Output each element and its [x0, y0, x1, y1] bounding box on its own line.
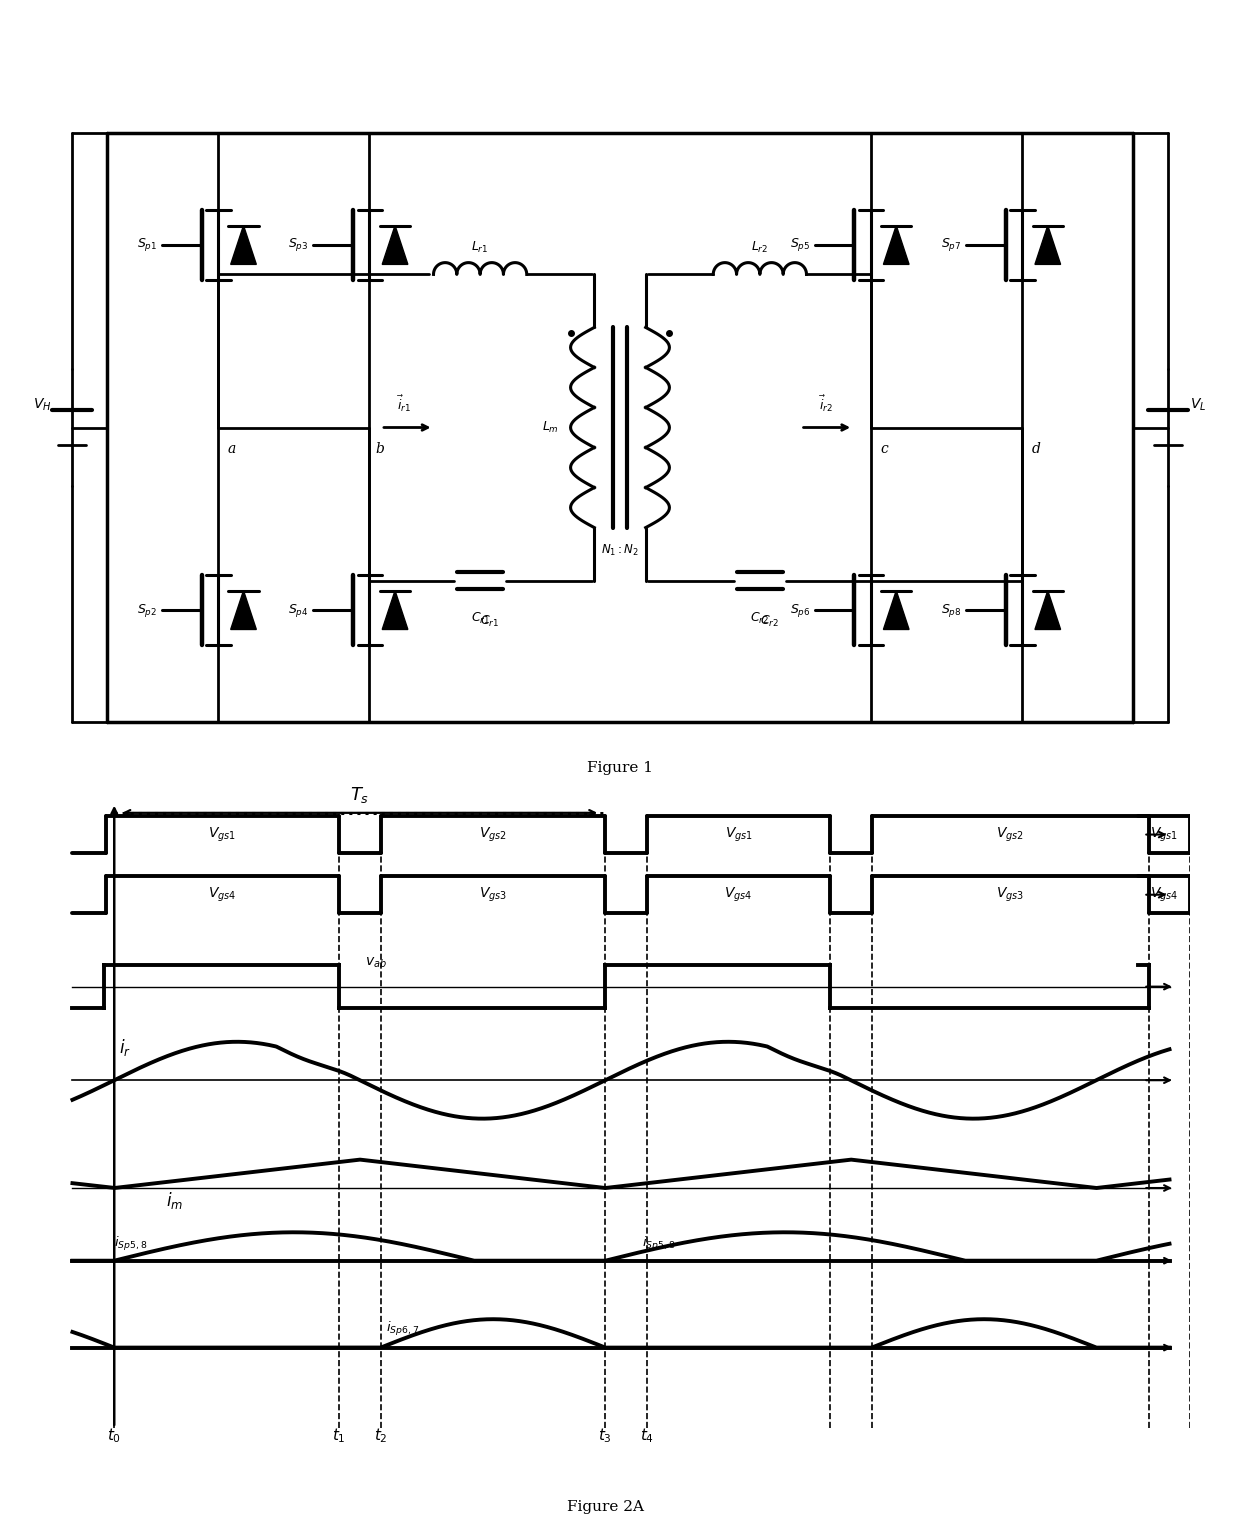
- Text: $t_0$: $t_0$: [107, 1427, 122, 1445]
- Text: d: d: [1032, 442, 1040, 456]
- Text: $V_{gs1}$: $V_{gs1}$: [724, 825, 753, 844]
- Text: $\vec{i}_{r1}$: $\vec{i}_{r1}$: [397, 393, 412, 413]
- Text: $S_{p4}$: $S_{p4}$: [289, 602, 309, 619]
- Text: $C_{r1}$: $C_{r1}$: [471, 611, 490, 626]
- Text: $V_{gs2}$: $V_{gs2}$: [996, 825, 1024, 844]
- Text: $i_r$: $i_r$: [119, 1038, 131, 1058]
- Text: $S_{p3}$: $S_{p3}$: [289, 236, 309, 254]
- Polygon shape: [382, 591, 408, 629]
- Text: $V_L$: $V_L$: [1190, 397, 1207, 413]
- Text: $C_{r2}$: $C_{r2}$: [750, 611, 769, 626]
- Text: a: a: [227, 442, 236, 456]
- Polygon shape: [1035, 591, 1060, 629]
- Text: Figure 1: Figure 1: [587, 761, 653, 775]
- Text: $S_{p7}$: $S_{p7}$: [941, 236, 961, 254]
- Text: $t_1$: $t_1$: [332, 1427, 346, 1445]
- Text: $v_{ab}$: $v_{ab}$: [365, 955, 387, 971]
- Text: $V_{gs3}$: $V_{gs3}$: [479, 885, 507, 903]
- Polygon shape: [883, 225, 909, 265]
- Text: $S_{p1}$: $S_{p1}$: [138, 236, 157, 254]
- Text: $i_{Sp6,7}$: $i_{Sp6,7}$: [386, 1320, 419, 1338]
- Polygon shape: [231, 591, 257, 629]
- Text: $V_{gs2}$: $V_{gs2}$: [479, 825, 507, 844]
- Text: $S_{p6}$: $S_{p6}$: [790, 602, 810, 619]
- Text: $V_{gs1}$: $V_{gs1}$: [208, 825, 237, 844]
- Text: $N_1{:}N_2$: $N_1{:}N_2$: [601, 542, 639, 557]
- Text: c: c: [880, 442, 888, 456]
- Text: $i_{Sp5,8}$: $i_{Sp5,8}$: [642, 1234, 676, 1252]
- Text: $C_{r2}$: $C_{r2}$: [760, 614, 779, 629]
- Text: $S_{p5}$: $S_{p5}$: [790, 236, 810, 254]
- Text: $V_H$: $V_H$: [32, 397, 51, 413]
- Text: b: b: [376, 442, 384, 456]
- Text: $L_m$: $L_m$: [542, 419, 558, 435]
- Text: $L_{r2}$: $L_{r2}$: [751, 240, 769, 256]
- Text: $V_{gs4}$: $V_{gs4}$: [1151, 885, 1178, 903]
- Text: $C_{r1}$: $C_{r1}$: [480, 614, 500, 629]
- Polygon shape: [231, 225, 257, 265]
- Text: $S_{p8}$: $S_{p8}$: [941, 602, 961, 619]
- Text: $V_{gs1}$: $V_{gs1}$: [1151, 825, 1178, 844]
- Text: Figure 2A: Figure 2A: [567, 1500, 644, 1514]
- Text: $V_{gs4}$: $V_{gs4}$: [724, 885, 753, 903]
- Text: $t_3$: $t_3$: [599, 1427, 613, 1445]
- Polygon shape: [883, 591, 909, 629]
- Text: $\vec{i}_{r2}$: $\vec{i}_{r2}$: [820, 393, 833, 413]
- Text: $i_m$: $i_m$: [166, 1191, 184, 1211]
- Text: $L_{r1}$: $L_{r1}$: [471, 240, 489, 256]
- Polygon shape: [382, 225, 408, 265]
- Text: $S_{p2}$: $S_{p2}$: [138, 602, 157, 619]
- Text: $t_4$: $t_4$: [640, 1427, 655, 1445]
- Text: $i_{Sp5,8}$: $i_{Sp5,8}$: [114, 1234, 148, 1252]
- Text: $V_{gs4}$: $V_{gs4}$: [208, 885, 237, 903]
- Text: $t_2$: $t_2$: [373, 1427, 387, 1445]
- Text: $T_s$: $T_s$: [350, 785, 370, 805]
- Polygon shape: [1035, 225, 1060, 265]
- Text: $V_{gs3}$: $V_{gs3}$: [996, 885, 1024, 903]
